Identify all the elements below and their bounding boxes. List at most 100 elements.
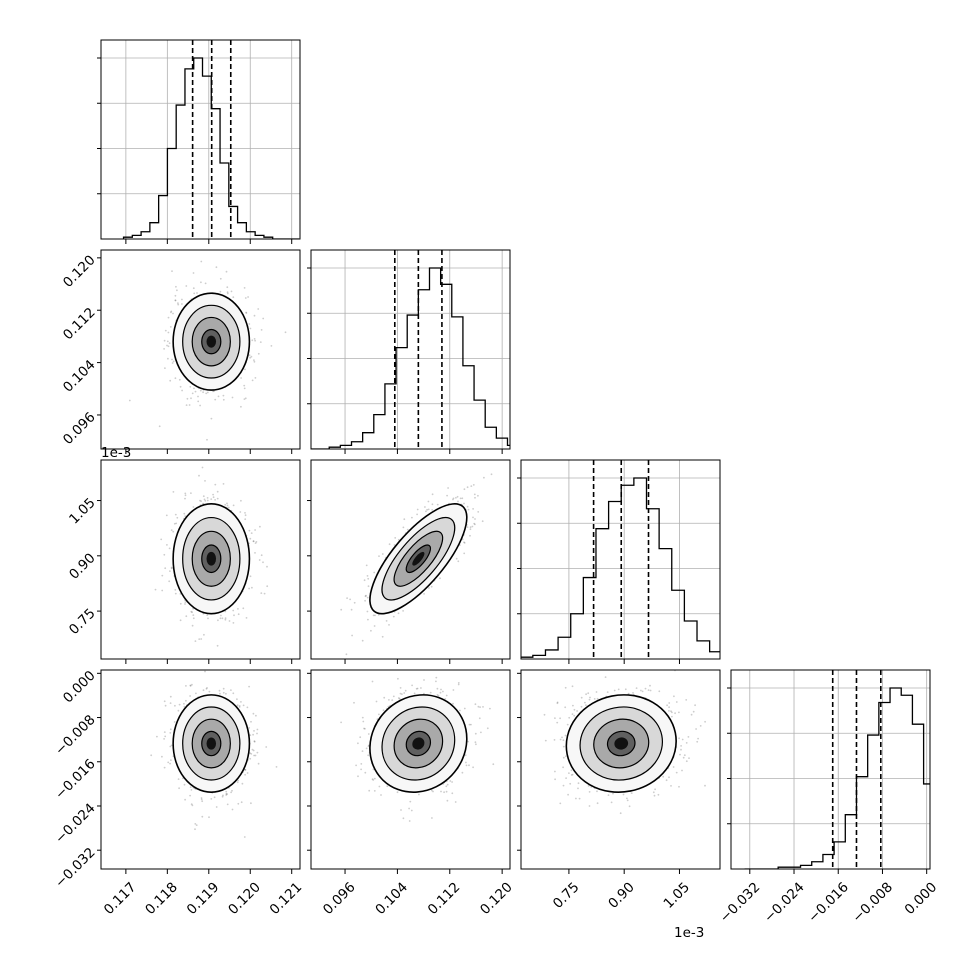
scatter-point xyxy=(382,709,385,712)
scatter-point xyxy=(236,781,239,784)
scatter-point xyxy=(378,785,381,788)
density-core xyxy=(412,551,425,566)
scatter-point xyxy=(361,750,364,752)
scatter-point xyxy=(201,815,204,818)
scatter-point xyxy=(445,790,448,793)
scatter-point xyxy=(416,513,418,516)
scatter-point xyxy=(174,299,177,302)
scatter-point xyxy=(475,743,477,746)
scatter-point xyxy=(357,775,359,778)
scatter-point xyxy=(364,727,366,730)
scatter-point xyxy=(210,798,213,800)
scatter-point xyxy=(177,303,180,306)
scatter-point xyxy=(191,624,194,627)
scatter-point xyxy=(244,518,247,521)
scatter-point xyxy=(251,586,253,589)
scatter-point xyxy=(170,759,172,761)
scatter-point xyxy=(340,608,343,611)
scatter-point xyxy=(554,717,556,719)
scatter-point xyxy=(167,316,170,319)
scatter-point xyxy=(468,764,470,767)
scatter-point xyxy=(231,808,234,811)
scatter-point xyxy=(469,534,471,537)
scatter-point xyxy=(442,690,444,693)
scatter-point xyxy=(206,497,209,499)
scatter-point xyxy=(402,610,404,612)
panels-layer: 0.117 0.118 0.119 0.120 0.121 0.096 0.104 0.112… xyxy=(52,39,940,926)
scatter-point xyxy=(174,704,176,707)
scatter-point xyxy=(397,677,399,680)
scatter-point xyxy=(236,704,239,706)
scatter-point xyxy=(170,567,173,570)
scatter-point xyxy=(250,532,253,534)
scatter-point xyxy=(653,662,655,664)
scatter-point xyxy=(190,803,193,806)
scatter-point xyxy=(185,285,188,287)
scatter-point xyxy=(177,778,180,780)
scatter-point xyxy=(179,602,182,605)
scatter-point xyxy=(256,728,259,731)
scatter-point xyxy=(163,731,166,733)
scatter-point xyxy=(678,785,680,788)
scatter-point xyxy=(446,783,449,786)
scatter-point xyxy=(454,801,457,803)
scatter-point xyxy=(224,617,227,619)
scatter-point xyxy=(225,790,228,793)
scatter-point xyxy=(480,731,482,734)
scatter-point xyxy=(249,575,252,578)
scatter-point xyxy=(193,387,195,390)
scatter-point xyxy=(240,405,242,408)
scatter-point xyxy=(224,618,227,621)
scatter-point xyxy=(214,483,217,486)
scatter-point xyxy=(467,508,470,511)
scatter-point xyxy=(192,272,195,274)
scatter-point xyxy=(399,687,402,689)
scatter-point xyxy=(191,611,194,614)
scatter-point xyxy=(562,739,565,742)
scatter-point xyxy=(559,802,562,805)
scatter-point xyxy=(199,404,202,407)
scatter-point xyxy=(244,768,247,771)
scatter-point xyxy=(372,779,375,781)
scatter-point xyxy=(222,687,225,690)
scatter-point xyxy=(161,574,164,577)
scatter-point xyxy=(463,488,466,491)
scatter-point xyxy=(252,540,255,543)
scatter-point xyxy=(457,683,460,686)
scatter-point xyxy=(164,735,167,738)
scatter-point xyxy=(184,492,187,495)
scatter-point xyxy=(177,709,180,712)
scatter-point xyxy=(195,692,197,695)
scatter-point xyxy=(194,390,197,393)
scatter-point xyxy=(254,529,256,531)
scatter-point xyxy=(164,704,167,707)
density-core xyxy=(206,335,217,348)
scatter-point xyxy=(386,785,389,788)
scatter-point xyxy=(699,725,702,727)
scatter-point xyxy=(189,684,192,687)
scatter-point xyxy=(452,689,455,691)
scatter-point xyxy=(474,741,477,744)
scatter-point xyxy=(256,732,258,735)
scatter-point xyxy=(400,809,402,811)
scatter-point xyxy=(463,552,466,555)
scatter-point xyxy=(440,688,442,691)
scatter-point xyxy=(243,287,246,289)
scatter-point xyxy=(167,331,170,334)
scatter-point xyxy=(431,493,434,496)
scatter-point xyxy=(477,511,480,513)
scatter-point xyxy=(206,391,209,394)
scatter-point xyxy=(252,749,255,752)
scatter-point xyxy=(353,601,356,604)
scatter-point xyxy=(200,797,203,799)
scatter-point xyxy=(440,790,442,793)
scatter-point xyxy=(150,754,153,757)
scatter-point xyxy=(215,266,218,269)
scatter-point xyxy=(154,588,157,591)
scatter-point xyxy=(246,772,249,774)
scatter-point xyxy=(371,778,374,780)
panel-frame xyxy=(310,459,511,660)
scatter-point xyxy=(672,766,675,768)
scatter-point xyxy=(225,794,228,796)
